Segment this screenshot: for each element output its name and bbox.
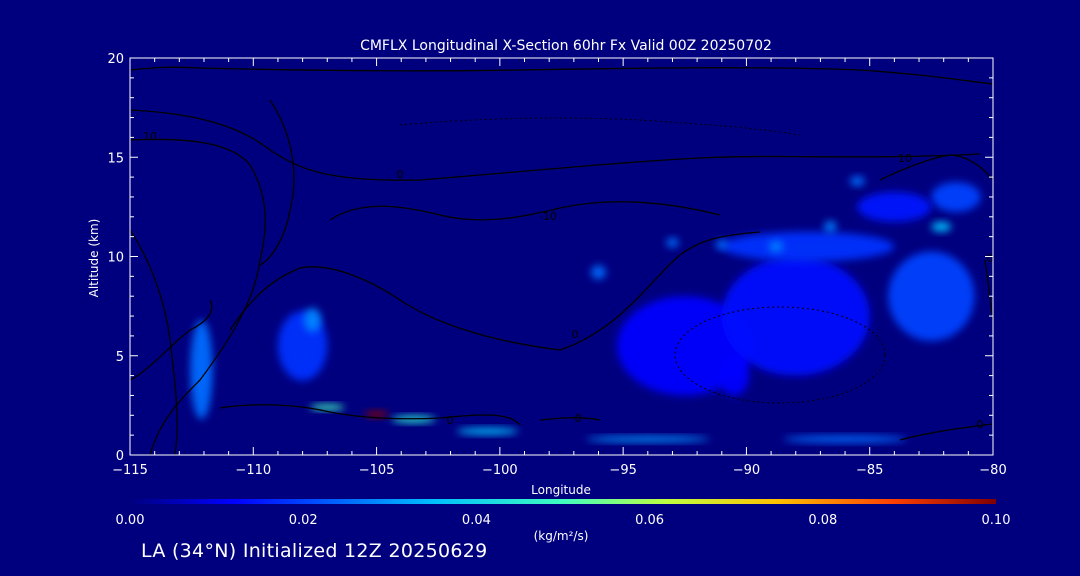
x-tick-label: −85	[856, 463, 883, 478]
flux-cell	[888, 251, 975, 341]
colorbar	[130, 499, 996, 504]
contour-line	[130, 138, 266, 455]
flux-cell	[721, 231, 895, 262]
y-axis: 0 5 10 15 20	[107, 52, 993, 464]
x-tick-label: −95	[609, 463, 636, 478]
x-tick-label: −100	[482, 463, 518, 478]
x-tick-label: −90	[733, 463, 760, 478]
contour-line	[539, 417, 601, 421]
contour-line	[329, 201, 721, 221]
flux-cell	[303, 308, 322, 332]
colorbar-tick-label: 0.00	[116, 513, 145, 528]
x-axis: −115 −110 −105 −100 −95 −90 −85 −80	[112, 58, 1007, 478]
x-tick-label: −105	[359, 463, 395, 478]
colorbar-tick-label: 0.10	[982, 513, 1011, 528]
contour-label: 0	[575, 412, 582, 425]
contour-label: 0	[397, 168, 404, 181]
contour-lines	[130, 66, 993, 455]
flux-cell	[931, 182, 981, 212]
flux-cell	[309, 404, 345, 411]
colorbar-tick-label: 0.04	[462, 513, 491, 528]
colorbar-tick-label: 0.08	[808, 513, 837, 528]
contour-label: 0	[977, 418, 984, 431]
flux-cell	[857, 191, 932, 222]
flux-cell	[849, 176, 865, 187]
y-axis-label: Altitude (km)	[87, 219, 101, 298]
flux-cell	[190, 320, 213, 420]
contour-line	[229, 231, 761, 351]
y-tick-label: 15	[107, 151, 124, 166]
colorbar-tick-label: 0.06	[635, 513, 664, 528]
x-tick-label: −115	[112, 463, 148, 478]
contour-line	[899, 423, 993, 441]
flux-cell	[719, 355, 749, 396]
contour-line	[259, 99, 295, 266]
flux-cell	[824, 220, 837, 233]
y-tick-label: 5	[116, 350, 124, 365]
contour-line	[674, 306, 886, 404]
footer-initialization-text: LA (34°N) Initialized 12Z 20250629	[141, 540, 488, 562]
x-tick-label: −80	[979, 463, 1006, 478]
contour-label: 0	[572, 328, 579, 341]
contour-line	[130, 299, 213, 381]
chart-title: CMFLX Longitudinal X-Section 60hr Fx Val…	[360, 38, 772, 54]
y-tick-label: 20	[107, 52, 124, 67]
flux-cell	[456, 427, 519, 435]
contour-line	[130, 229, 178, 455]
flux-cell	[721, 256, 870, 376]
contour-label: 0	[447, 414, 454, 427]
colorbar-ticks: 0.00 0.02 0.04 0.06 0.08 0.10	[116, 513, 1011, 528]
y-tick-label: 0	[116, 449, 124, 464]
contour-labels: 10 0 -10 0 0 0 0 10 0	[143, 130, 994, 431]
colorbar-units: (kg/m²/s)	[534, 529, 589, 543]
contour-line	[984, 259, 993, 321]
contour-line	[219, 404, 521, 426]
flux-cell	[616, 296, 753, 396]
contour-label: -10	[539, 210, 557, 223]
flux-cell	[715, 239, 728, 250]
contour-label: 10	[143, 130, 157, 143]
contour-line	[879, 154, 993, 181]
x-axis-label: Longitude	[531, 483, 591, 497]
contour-label: 0	[987, 252, 994, 265]
contour-line	[130, 66, 993, 85]
flux-cell	[586, 436, 710, 443]
flux-cell	[591, 265, 606, 280]
x-tick-label: −110	[235, 463, 271, 478]
flux-cell	[768, 240, 784, 253]
contour-label: 10	[898, 152, 912, 165]
flux-cell	[364, 410, 389, 418]
flux-cell	[783, 435, 907, 443]
flux-cell	[931, 221, 952, 232]
flux-cell	[666, 237, 679, 248]
plot-area: 10 0 -10 0 0 0 0 10 0	[130, 58, 994, 455]
contour-line	[130, 109, 981, 181]
flux-field	[190, 176, 981, 443]
colorbar-tick-label: 0.02	[289, 513, 318, 528]
y-tick-label: 10	[107, 251, 124, 266]
